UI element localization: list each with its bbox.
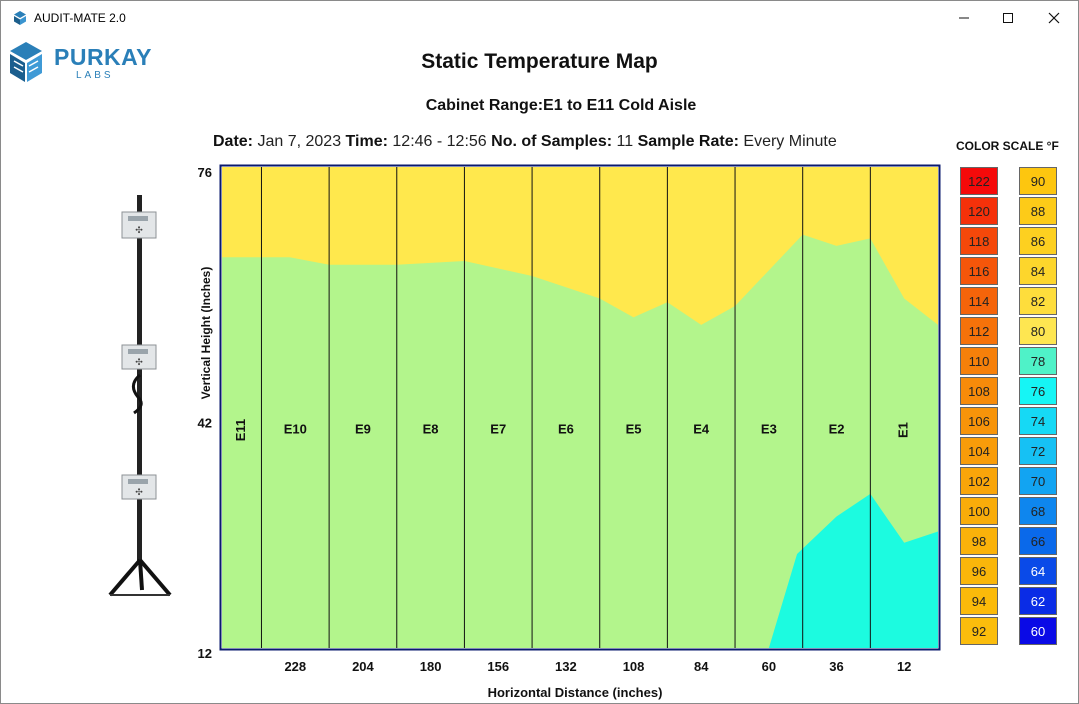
samples-value: 11 xyxy=(616,133,634,150)
samples-label: No. of Samples: xyxy=(491,133,613,150)
color-scale-cell: 66 xyxy=(1019,527,1057,555)
color-scale-cell: 92 xyxy=(960,617,998,645)
date-label: Date: xyxy=(213,133,254,150)
title-bar[interactable]: AUDIT-MATE 2.0 xyxy=(1,1,1078,35)
color-scale-cell: 60 xyxy=(1019,617,1057,645)
color-scale-cell: 88 xyxy=(1019,197,1057,225)
color-scale-cell: 100 xyxy=(960,497,998,525)
svg-text:✣: ✣ xyxy=(135,226,143,236)
maximize-button[interactable] xyxy=(985,1,1031,35)
time-label: Time: xyxy=(345,133,388,150)
color-scale-cell: 96 xyxy=(960,557,998,585)
close-button[interactable] xyxy=(1031,1,1077,35)
color-scale-cell: 90 xyxy=(1019,167,1057,195)
cabinet-range: Cabinet Range:E1 to E11 Cold Aisle xyxy=(425,97,697,114)
color-scale-cell: 120 xyxy=(960,197,998,225)
color-scale-cell: 70 xyxy=(1019,467,1057,495)
color-scale-cell: 72 xyxy=(1019,437,1057,465)
color-scale-cell: 110 xyxy=(960,347,998,375)
window-title: AUDIT-MATE 2.0 xyxy=(34,11,126,25)
minimize-icon xyxy=(959,17,969,19)
date-value: Jan 7, 2023 xyxy=(257,133,342,150)
color-scale-cell: 82 xyxy=(1019,287,1057,315)
page-title: Static Temperature Map xyxy=(421,50,658,73)
sample-rate-label: Sample Rate: xyxy=(637,133,739,150)
sensor-pole-image: ✣ ✣ ✣ xyxy=(108,195,172,597)
color-scale-cell: 122 xyxy=(960,167,998,195)
color-scale-title: COLOR SCALE °F xyxy=(956,139,1059,153)
color-scale-cell: 118 xyxy=(960,227,998,255)
color-scale-cell: 84 xyxy=(1019,257,1057,285)
sample-info: Date: Jan 7, 2023 Time: 12:46 - 12:56 No… xyxy=(213,133,837,151)
logo-subtitle: LABS xyxy=(76,70,114,81)
logo-name: PURKAY xyxy=(54,44,153,70)
color-scale-cell: 62 xyxy=(1019,587,1057,615)
color-scale-cell: 76 xyxy=(1019,377,1057,405)
color-scale-cell: 64 xyxy=(1019,557,1057,585)
sample-rate-value: Every Minute xyxy=(743,133,837,150)
svg-text:✣: ✣ xyxy=(135,488,143,498)
app-logo-icon xyxy=(14,11,26,25)
color-scale-cell: 104 xyxy=(960,437,998,465)
color-scale-cell: 108 xyxy=(960,377,998,405)
close-icon xyxy=(1048,12,1060,24)
color-scale-cell: 80 xyxy=(1019,317,1057,345)
color-scale-cell: 112 xyxy=(960,317,998,345)
color-scale-cell: 94 xyxy=(960,587,998,615)
time-value: 12:46 - 12:56 xyxy=(392,133,487,150)
svg-text:✣: ✣ xyxy=(135,358,143,368)
color-scale-cell: 78 xyxy=(1019,347,1057,375)
maximize-icon xyxy=(1003,13,1013,23)
color-scale-cell: 98 xyxy=(960,527,998,555)
color-scale-cell: 102 xyxy=(960,467,998,495)
minimize-button[interactable] xyxy=(941,1,987,35)
color-scale-cell: 106 xyxy=(960,407,998,435)
purkay-labs-logo: PURKAY LABS xyxy=(8,40,158,84)
color-scale-cell: 86 xyxy=(1019,227,1057,255)
logo-cube-icon xyxy=(10,42,42,82)
color-scale-cell: 68 xyxy=(1019,497,1057,525)
color-scale-cell: 114 xyxy=(960,287,998,315)
color-scale-cell: 116 xyxy=(960,257,998,285)
color-scale-cell: 74 xyxy=(1019,407,1057,435)
